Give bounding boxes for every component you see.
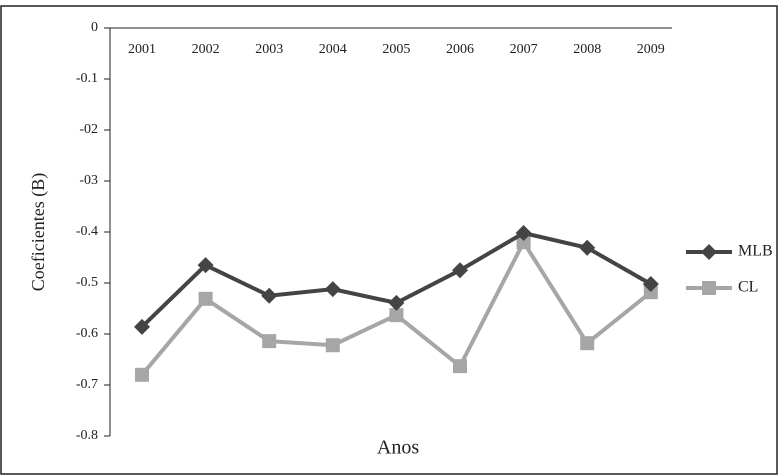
marker bbox=[580, 336, 595, 351]
marker bbox=[452, 262, 468, 279]
marker bbox=[262, 334, 277, 349]
marker bbox=[642, 276, 659, 293]
x-tick-label: 2003 bbox=[255, 42, 283, 57]
x-tick-label: 2004 bbox=[319, 42, 347, 57]
legend-label: CL bbox=[738, 279, 758, 296]
x-tick-label: 2006 bbox=[446, 42, 474, 57]
x-tick-label: 2007 bbox=[510, 42, 538, 57]
x-tick-label: 2005 bbox=[382, 42, 410, 57]
y-tick-label: -0.5 bbox=[76, 275, 98, 290]
marker bbox=[516, 235, 531, 250]
x-tick-label: 2001 bbox=[128, 42, 156, 57]
y-tick-label: -03 bbox=[79, 173, 98, 188]
y-tick-label: 0 bbox=[91, 20, 98, 35]
marker bbox=[579, 239, 596, 256]
marker bbox=[453, 359, 467, 374]
frame bbox=[0, 5, 778, 475]
y-tick-label: -02 bbox=[79, 122, 98, 137]
legend-label: MLB bbox=[738, 243, 773, 260]
marker bbox=[388, 294, 405, 311]
marker bbox=[135, 367, 149, 382]
marker bbox=[515, 225, 532, 242]
marker bbox=[261, 287, 278, 304]
x-tick-label: 2009 bbox=[637, 42, 665, 57]
x-axis-label: Anos bbox=[377, 437, 419, 459]
legend-marker bbox=[701, 244, 717, 260]
y-tick-label: -0.8 bbox=[76, 428, 98, 443]
y-axis-label: Coeficientes (B) bbox=[28, 173, 49, 291]
y-tick-label: -0.7 bbox=[76, 377, 98, 392]
y-tick-label: -0.4 bbox=[76, 224, 98, 239]
legend-marker bbox=[702, 281, 716, 295]
marker bbox=[325, 338, 340, 353]
y-tick-label: -0.6 bbox=[76, 326, 98, 341]
marker bbox=[643, 285, 658, 300]
marker bbox=[197, 257, 214, 274]
x-tick-label: 2008 bbox=[573, 42, 601, 57]
marker bbox=[324, 281, 341, 298]
x-tick-label: 2002 bbox=[192, 42, 220, 57]
marker bbox=[389, 308, 404, 323]
marker bbox=[134, 318, 150, 335]
y-tick-label: -0.1 bbox=[76, 71, 98, 86]
marker bbox=[198, 291, 213, 306]
